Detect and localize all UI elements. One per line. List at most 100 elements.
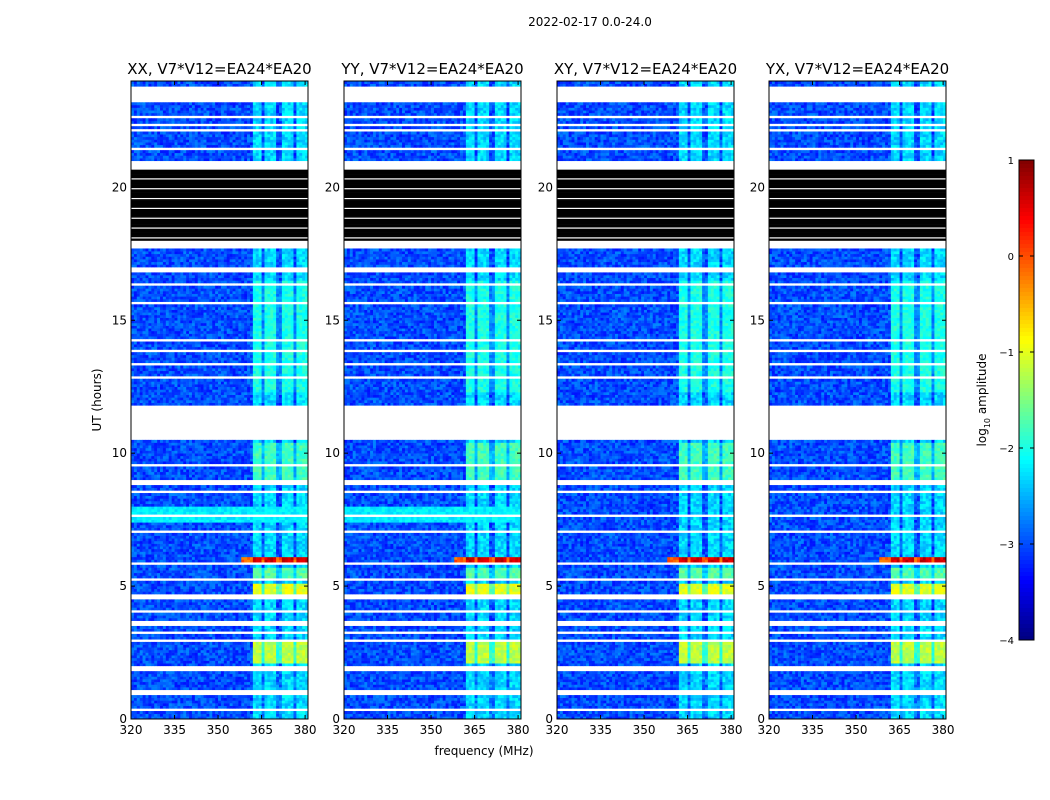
heatmap-cell bbox=[177, 700, 181, 704]
heatmap-cell bbox=[258, 705, 262, 709]
heatmap-cell bbox=[171, 679, 175, 683]
heatmap-cell bbox=[154, 580, 158, 584]
heatmap-cell bbox=[160, 649, 164, 653]
heatmap-cell bbox=[238, 615, 242, 619]
heatmap-cell bbox=[151, 508, 155, 512]
heatmap-cell bbox=[177, 612, 181, 616]
heatmap-cell bbox=[284, 469, 288, 473]
heatmap-cell bbox=[270, 588, 274, 592]
heatmap-cell bbox=[249, 703, 254, 707]
heatmap-cell bbox=[136, 695, 141, 699]
heatmap-cell bbox=[261, 586, 265, 590]
heatmap-cell bbox=[139, 511, 143, 515]
heatmap-cell bbox=[270, 501, 274, 504]
heatmap-cell bbox=[281, 543, 286, 547]
heatmap-cell bbox=[302, 501, 306, 504]
heatmap-cell bbox=[189, 519, 193, 523]
heatmap-cell bbox=[249, 564, 254, 568]
heatmap-cell bbox=[151, 607, 155, 611]
heatmap-cell bbox=[154, 679, 158, 683]
heatmap-cell bbox=[157, 519, 161, 523]
heatmap-cell bbox=[290, 501, 294, 504]
heatmap-cell bbox=[133, 508, 138, 512]
heatmap-cell bbox=[293, 450, 297, 454]
heatmap-cell bbox=[223, 455, 228, 459]
heatmap-cell bbox=[157, 503, 161, 507]
heatmap-cell bbox=[215, 450, 219, 454]
heatmap-cell bbox=[255, 681, 259, 685]
heatmap-cell bbox=[247, 522, 251, 526]
heatmap-cell bbox=[244, 625, 248, 629]
heatmap-cell bbox=[209, 535, 213, 539]
heatmap-cell bbox=[281, 588, 286, 592]
heatmap-cell bbox=[131, 615, 135, 619]
heatmap-cell bbox=[139, 644, 143, 648]
heatmap-cell bbox=[209, 567, 213, 571]
heatmap-cell bbox=[174, 511, 178, 515]
heatmap-cell bbox=[186, 447, 190, 451]
heatmap-cell bbox=[145, 516, 149, 520]
heatmap-cell bbox=[281, 527, 286, 531]
heatmap-cell bbox=[220, 660, 225, 664]
heatmap-cell bbox=[142, 615, 146, 619]
heatmap-cell bbox=[151, 485, 155, 489]
heatmap-cell bbox=[189, 580, 193, 584]
heatmap-cell bbox=[264, 716, 268, 719]
heatmap-cell bbox=[290, 487, 294, 491]
heatmap-cell bbox=[154, 647, 158, 651]
heatmap-cell bbox=[247, 679, 251, 683]
heatmap-cell bbox=[235, 548, 239, 552]
heatmap-cell bbox=[215, 713, 219, 717]
heatmap-cell bbox=[296, 540, 300, 544]
heatmap-cell bbox=[154, 498, 158, 502]
heatmap-cell bbox=[302, 487, 306, 491]
heatmap-cell bbox=[203, 548, 207, 552]
heatmap-cell bbox=[229, 559, 233, 563]
heatmap-cell bbox=[238, 453, 242, 457]
heatmap-cell bbox=[191, 663, 196, 667]
heatmap-cell bbox=[302, 543, 306, 547]
heatmap-cell bbox=[148, 681, 152, 685]
heatmap-cell bbox=[154, 575, 158, 579]
heatmap-cell bbox=[151, 527, 155, 531]
heatmap-cell bbox=[247, 703, 251, 707]
heatmap-cell bbox=[261, 652, 265, 656]
heatmap-cell bbox=[273, 591, 277, 595]
heatmap-cell bbox=[296, 652, 300, 656]
heatmap-cell bbox=[139, 506, 143, 510]
heatmap-cell bbox=[194, 458, 199, 462]
heatmap-cell bbox=[148, 676, 152, 680]
heatmap-cell bbox=[151, 628, 155, 632]
heatmap-cell bbox=[136, 453, 141, 457]
heatmap-cell bbox=[290, 615, 294, 619]
heatmap-cell bbox=[267, 583, 271, 587]
heatmap-cell bbox=[139, 551, 143, 555]
heatmap-cell bbox=[267, 647, 271, 651]
heatmap-cell bbox=[299, 453, 303, 457]
heatmap-cell bbox=[162, 506, 167, 510]
heatmap-cell bbox=[290, 676, 294, 680]
heatmap-cell bbox=[299, 450, 303, 454]
heatmap-cell bbox=[191, 501, 196, 504]
heatmap-cell bbox=[238, 652, 242, 656]
heatmap-cell bbox=[247, 501, 251, 504]
heatmap-cell bbox=[142, 716, 146, 719]
heatmap-cell bbox=[258, 617, 262, 621]
heatmap-cell bbox=[183, 713, 187, 717]
heatmap-cell bbox=[281, 487, 286, 491]
heatmap-cell bbox=[145, 466, 149, 470]
heatmap-cell bbox=[136, 524, 141, 528]
heatmap-cell bbox=[203, 655, 207, 659]
heatmap-cell bbox=[305, 663, 308, 667]
heatmap-cell bbox=[241, 657, 245, 661]
heatmap-cell bbox=[160, 663, 164, 667]
heatmap-cell bbox=[247, 671, 251, 675]
heatmap-cell bbox=[278, 495, 283, 499]
heatmap-cell bbox=[218, 495, 222, 499]
heatmap-cell bbox=[249, 633, 254, 637]
heatmap-cell bbox=[160, 660, 164, 664]
heatmap-cell bbox=[133, 524, 138, 528]
heatmap-cell bbox=[203, 588, 207, 592]
heatmap-cell bbox=[235, 716, 239, 719]
heatmap-cell bbox=[220, 572, 225, 576]
